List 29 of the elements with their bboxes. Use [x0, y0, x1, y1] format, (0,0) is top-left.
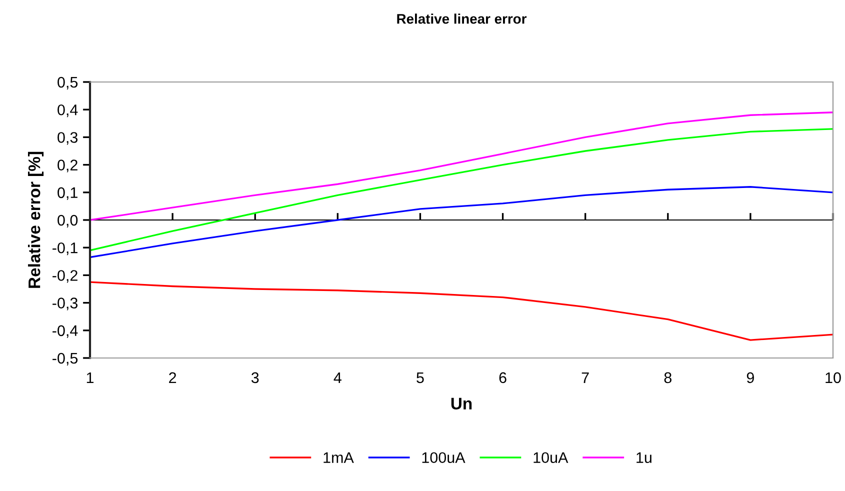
x-tick-label: 1 [86, 372, 94, 383]
legend-label: 1mA [324, 452, 354, 463]
x-tick-label: 4 [334, 372, 342, 383]
y-tick-label: 0,4 [58, 104, 78, 118]
x-axis-title: Un [451, 398, 472, 410]
y-tick-label: -0,2 [52, 270, 78, 283]
y-tick-label: 0,0 [58, 214, 78, 228]
x-tick-label: 10 [826, 372, 841, 384]
y-tick-label: 0,5 [58, 76, 78, 90]
y-tick-label: -0,1 [52, 242, 78, 256]
y-axis-title: Relative error [%] [28, 152, 44, 288]
line-series [90, 281, 833, 341]
chart-title: Relative linear error [397, 14, 527, 24]
y-tick-label: -0,3 [52, 298, 78, 310]
y-tick-label: 0,2 [58, 160, 78, 172]
x-tick-label: 7 [582, 372, 589, 383]
x-tick-label: 6 [499, 372, 506, 384]
x-tick-label: 8 [664, 372, 672, 384]
legend-label: 100uA [422, 452, 466, 464]
y-tick-label: 0,3 [58, 132, 78, 145]
y-tick-label: 0,1 [58, 187, 78, 200]
x-tick-label: 5 [416, 372, 424, 384]
x-tick-label: 9 [746, 372, 754, 384]
x-tick-label: 3 [251, 372, 259, 384]
x-tick-label: 2 [169, 372, 176, 383]
y-tick-label: -0,5 [52, 352, 78, 366]
legend-label: 1u [636, 452, 652, 464]
legend-label: 10uA [534, 452, 568, 464]
y-tick-label: -0,4 [52, 325, 78, 338]
